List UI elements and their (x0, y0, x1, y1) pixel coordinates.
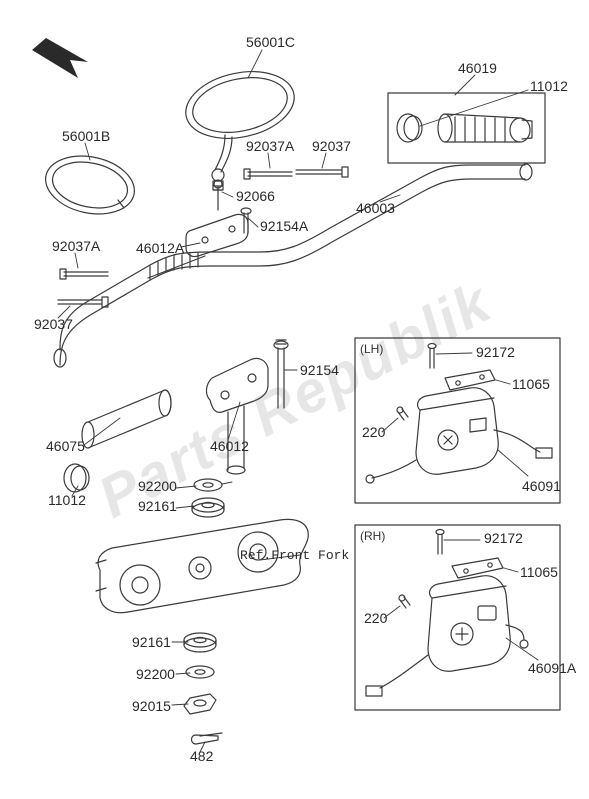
label-92037A-top: 92037A (246, 138, 294, 154)
label-rh: (RH) (360, 529, 385, 543)
label-92200-up: 92200 (138, 478, 177, 494)
label-11012-top: 11012 (530, 78, 568, 94)
label-92154A: 92154A (260, 218, 308, 234)
label-92037A-mid: 92037A (52, 238, 100, 254)
label-11065-lh: 11065 (512, 376, 550, 392)
label-92154: 92154 (300, 362, 339, 378)
label-92066: 92066 (236, 188, 275, 204)
label-92037-mid: 92037 (34, 316, 73, 332)
label-92200-lo: 92200 (136, 666, 175, 682)
diagram-svg (0, 0, 589, 799)
label-220-rh: 220 (364, 610, 387, 626)
label-11012-mid: 11012 (48, 492, 86, 508)
label-ref-front-fork: Ref.Front Fork (240, 548, 349, 563)
label-46019: 46019 (458, 60, 497, 76)
label-92015: 92015 (132, 698, 171, 714)
diagram-container: { "watermark": "Parts Republik", "ref_te… (0, 0, 589, 799)
label-46003: 46003 (356, 200, 395, 216)
label-56001C: 56001C (246, 34, 295, 50)
label-46091A: 46091A (528, 660, 576, 676)
label-46012: 46012 (210, 438, 249, 454)
label-11065-rh: 11065 (520, 564, 558, 580)
label-46075: 46075 (46, 438, 85, 454)
label-92172-lh: 92172 (476, 344, 515, 360)
label-92161-lo: 92161 (132, 634, 171, 650)
orientation-arrow (32, 38, 88, 78)
label-56001B: 56001B (62, 128, 110, 144)
inset-grip-box (388, 93, 545, 163)
label-46012A: 46012A (136, 240, 184, 256)
label-482: 482 (190, 748, 213, 764)
label-46091: 46091 (522, 478, 561, 494)
label-92161-up: 92161 (138, 498, 177, 514)
label-92037-top: 92037 (312, 138, 351, 154)
label-lh: (LH) (360, 342, 383, 356)
label-220-lh: 220 (362, 424, 385, 440)
label-92172-rh: 92172 (484, 530, 523, 546)
